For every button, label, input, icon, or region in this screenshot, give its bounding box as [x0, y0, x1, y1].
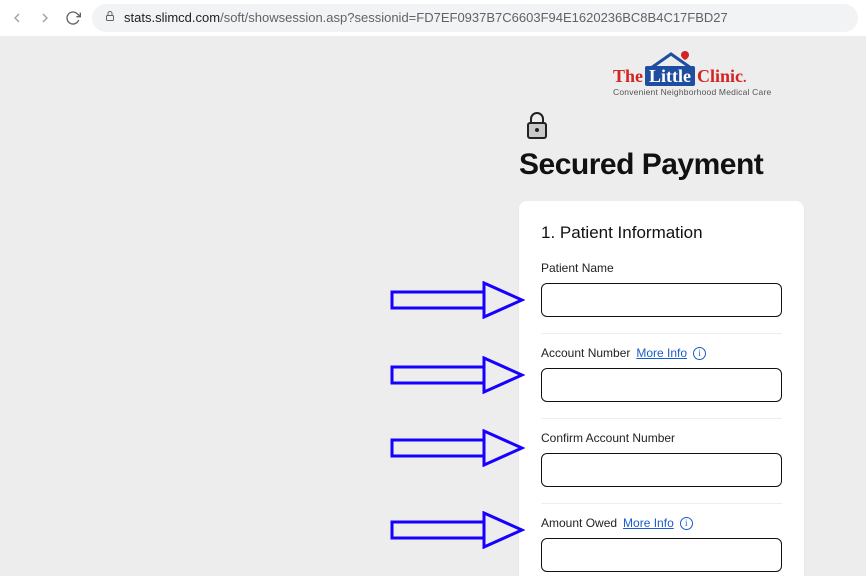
more-info-amount[interactable]: More Info — [623, 516, 674, 530]
label-account-number: Account Number More Info i — [541, 346, 782, 360]
section-title: 1. Patient Information — [541, 223, 782, 243]
address-bar[interactable]: stats.slimcd.com/soft/showsession.asp?se… — [92, 4, 858, 32]
url-text: stats.slimcd.com/soft/showsession.asp?se… — [124, 10, 728, 25]
label-patient-name: Patient Name — [541, 261, 782, 275]
annotation-arrow — [390, 281, 525, 319]
field-confirm-account: Confirm Account Number — [541, 418, 782, 497]
logo-word-clinic: Clinic — [697, 66, 743, 86]
brand-logo: TheLittleClinic. Convenient Neighborhood… — [613, 66, 771, 97]
lock-icon — [104, 10, 116, 25]
secured-lock-icon — [524, 111, 550, 146]
logo-tagline: Convenient Neighborhood Medical Care — [613, 88, 771, 97]
annotation-arrow — [390, 429, 525, 467]
info-icon[interactable]: i — [680, 517, 693, 530]
roof-icon — [649, 50, 693, 70]
annotation-arrow — [390, 511, 525, 549]
patient-info-card: 1. Patient Information Patient Name Acco… — [519, 201, 804, 576]
field-account-number: Account Number More Info i — [541, 333, 782, 412]
field-amount-owed: Amount Owed More Info i — [541, 503, 782, 576]
more-info-account[interactable]: More Info — [636, 346, 687, 360]
back-button[interactable] — [8, 9, 26, 27]
input-confirm-account[interactable] — [541, 453, 782, 487]
label-confirm-account: Confirm Account Number — [541, 431, 782, 445]
input-account-number[interactable] — [541, 368, 782, 402]
logo-word-the: The — [613, 66, 643, 86]
label-amount-owed: Amount Owed More Info i — [541, 516, 782, 530]
annotation-arrow — [390, 356, 525, 394]
field-patient-name: Patient Name — [541, 261, 782, 327]
reload-button[interactable] — [64, 9, 82, 27]
input-amount-owed[interactable] — [541, 538, 782, 572]
info-icon[interactable]: i — [693, 347, 706, 360]
page-body: TheLittleClinic. Convenient Neighborhood… — [0, 36, 866, 576]
page-title: Secured Payment — [519, 148, 763, 182]
browser-toolbar: stats.slimcd.com/soft/showsession.asp?se… — [0, 0, 866, 36]
forward-button[interactable] — [36, 9, 54, 27]
input-patient-name[interactable] — [541, 283, 782, 317]
